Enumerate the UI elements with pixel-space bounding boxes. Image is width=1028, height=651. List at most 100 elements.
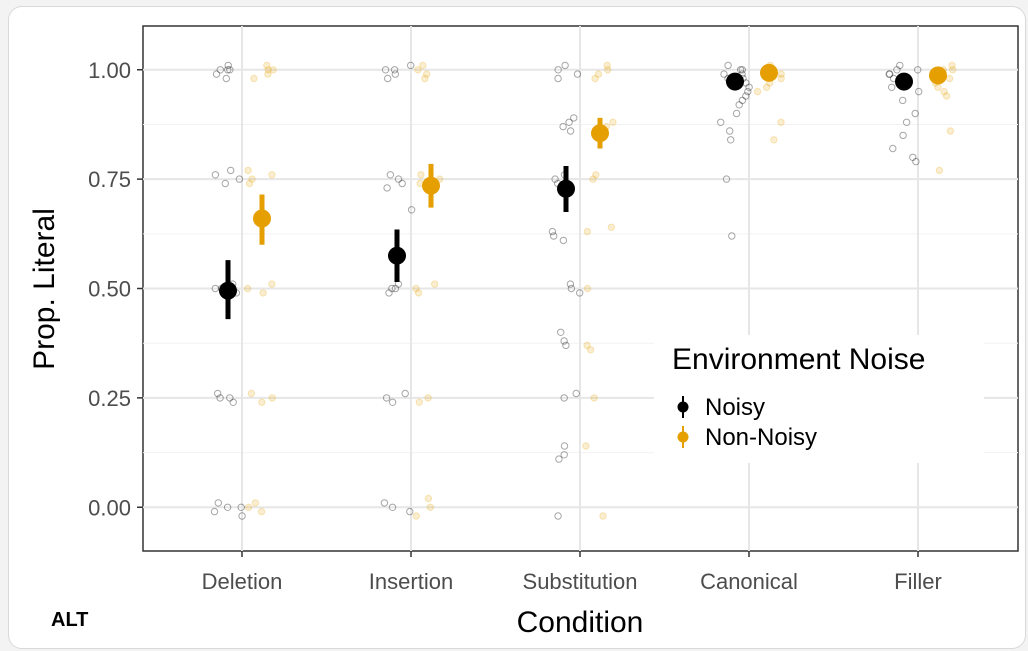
raw-point	[727, 136, 735, 144]
raw-point	[244, 503, 253, 511]
x-tick-label: Filler	[894, 569, 942, 594]
raw-point	[560, 337, 568, 345]
x-tick-label: Substitution	[523, 569, 638, 594]
mean-point	[219, 281, 237, 300]
raw-point	[226, 66, 234, 74]
raw-point	[576, 289, 584, 297]
raw-point	[407, 61, 415, 70]
raw-point	[590, 394, 598, 402]
raw-point	[945, 74, 954, 83]
raw-point	[551, 175, 559, 183]
raw-point	[902, 118, 911, 127]
raw-point	[244, 166, 252, 175]
raw-point	[414, 289, 423, 297]
x-tick-label: Deletion	[202, 569, 283, 594]
raw-point	[229, 398, 237, 406]
raw-point	[394, 175, 403, 183]
raw-point	[398, 179, 406, 188]
raw-point	[384, 74, 392, 83]
raw-point	[264, 66, 272, 74]
raw-point	[948, 61, 956, 70]
raw-point	[406, 507, 414, 516]
raw-point	[559, 122, 567, 131]
raw-point	[899, 96, 907, 105]
raw-point	[720, 70, 728, 78]
raw-point	[424, 494, 433, 503]
raw-point	[216, 66, 225, 74]
raw-point	[251, 499, 260, 507]
raw-point	[245, 179, 254, 188]
legend-background	[654, 335, 984, 463]
raw-point	[423, 70, 431, 78]
raw-point	[732, 109, 741, 118]
raw-point	[419, 61, 427, 70]
raw-point	[263, 61, 271, 70]
raw-point	[557, 328, 565, 336]
raw-point	[224, 61, 232, 70]
raw-point	[570, 114, 578, 122]
raw-point	[214, 389, 222, 398]
raw-point	[911, 109, 919, 118]
raw-point	[567, 284, 576, 293]
legend-label: Non-Noisy	[705, 424, 817, 451]
raw-point	[915, 87, 923, 96]
raw-point	[401, 389, 409, 398]
mean-point	[726, 72, 744, 91]
raw-point	[386, 171, 395, 179]
raw-point	[599, 512, 607, 520]
raw-point	[724, 61, 732, 70]
raw-point	[259, 289, 267, 297]
raw-point	[412, 284, 420, 293]
raw-point	[572, 389, 580, 398]
raw-point	[722, 175, 731, 183]
raw-point	[738, 96, 747, 105]
x-tick-label: Canonical	[700, 569, 798, 594]
raw-point	[738, 66, 746, 74]
raw-point	[591, 74, 599, 83]
raw-point	[417, 171, 425, 179]
raw-point	[424, 394, 432, 402]
raw-point	[381, 66, 390, 74]
raw-point	[604, 66, 612, 74]
raw-point	[566, 127, 575, 135]
raw-point	[562, 341, 570, 350]
mean-point	[388, 246, 406, 265]
grid-lines	[143, 26, 1018, 551]
raw-point	[247, 389, 256, 398]
raw-point	[889, 144, 897, 153]
raw-point	[431, 280, 439, 288]
raw-point	[554, 512, 562, 520]
raw-point	[942, 92, 951, 100]
mean-point	[895, 72, 913, 91]
raw-point	[383, 184, 391, 192]
raw-point	[777, 70, 785, 78]
raw-point	[243, 284, 252, 293]
summary-layer	[219, 63, 947, 320]
raw-point	[238, 512, 246, 520]
raw-point	[268, 394, 276, 402]
raw-point	[583, 341, 591, 350]
raw-point	[586, 346, 595, 354]
raw-point	[762, 83, 771, 92]
raw-point	[248, 175, 256, 183]
raw-point	[582, 442, 590, 450]
raw-point	[554, 74, 562, 83]
raw-point	[934, 83, 942, 92]
raw-point	[212, 70, 221, 78]
y-tick-label: 1.00	[88, 58, 131, 83]
raw-point	[589, 175, 597, 183]
mean-point	[591, 124, 609, 143]
mean-point	[557, 179, 575, 198]
raw-point	[885, 70, 893, 78]
raw-point	[388, 398, 397, 406]
raw-point	[221, 179, 230, 188]
y-tick-label: 0.00	[88, 495, 131, 520]
raw-point	[896, 61, 904, 70]
mean-point	[760, 63, 778, 82]
raw-point	[264, 70, 272, 78]
raw-point	[736, 66, 745, 74]
raw-point	[216, 394, 224, 402]
raw-point	[391, 70, 399, 78]
raw-point	[735, 101, 743, 109]
legend-items: Noisy Non-Noisy	[677, 394, 817, 451]
